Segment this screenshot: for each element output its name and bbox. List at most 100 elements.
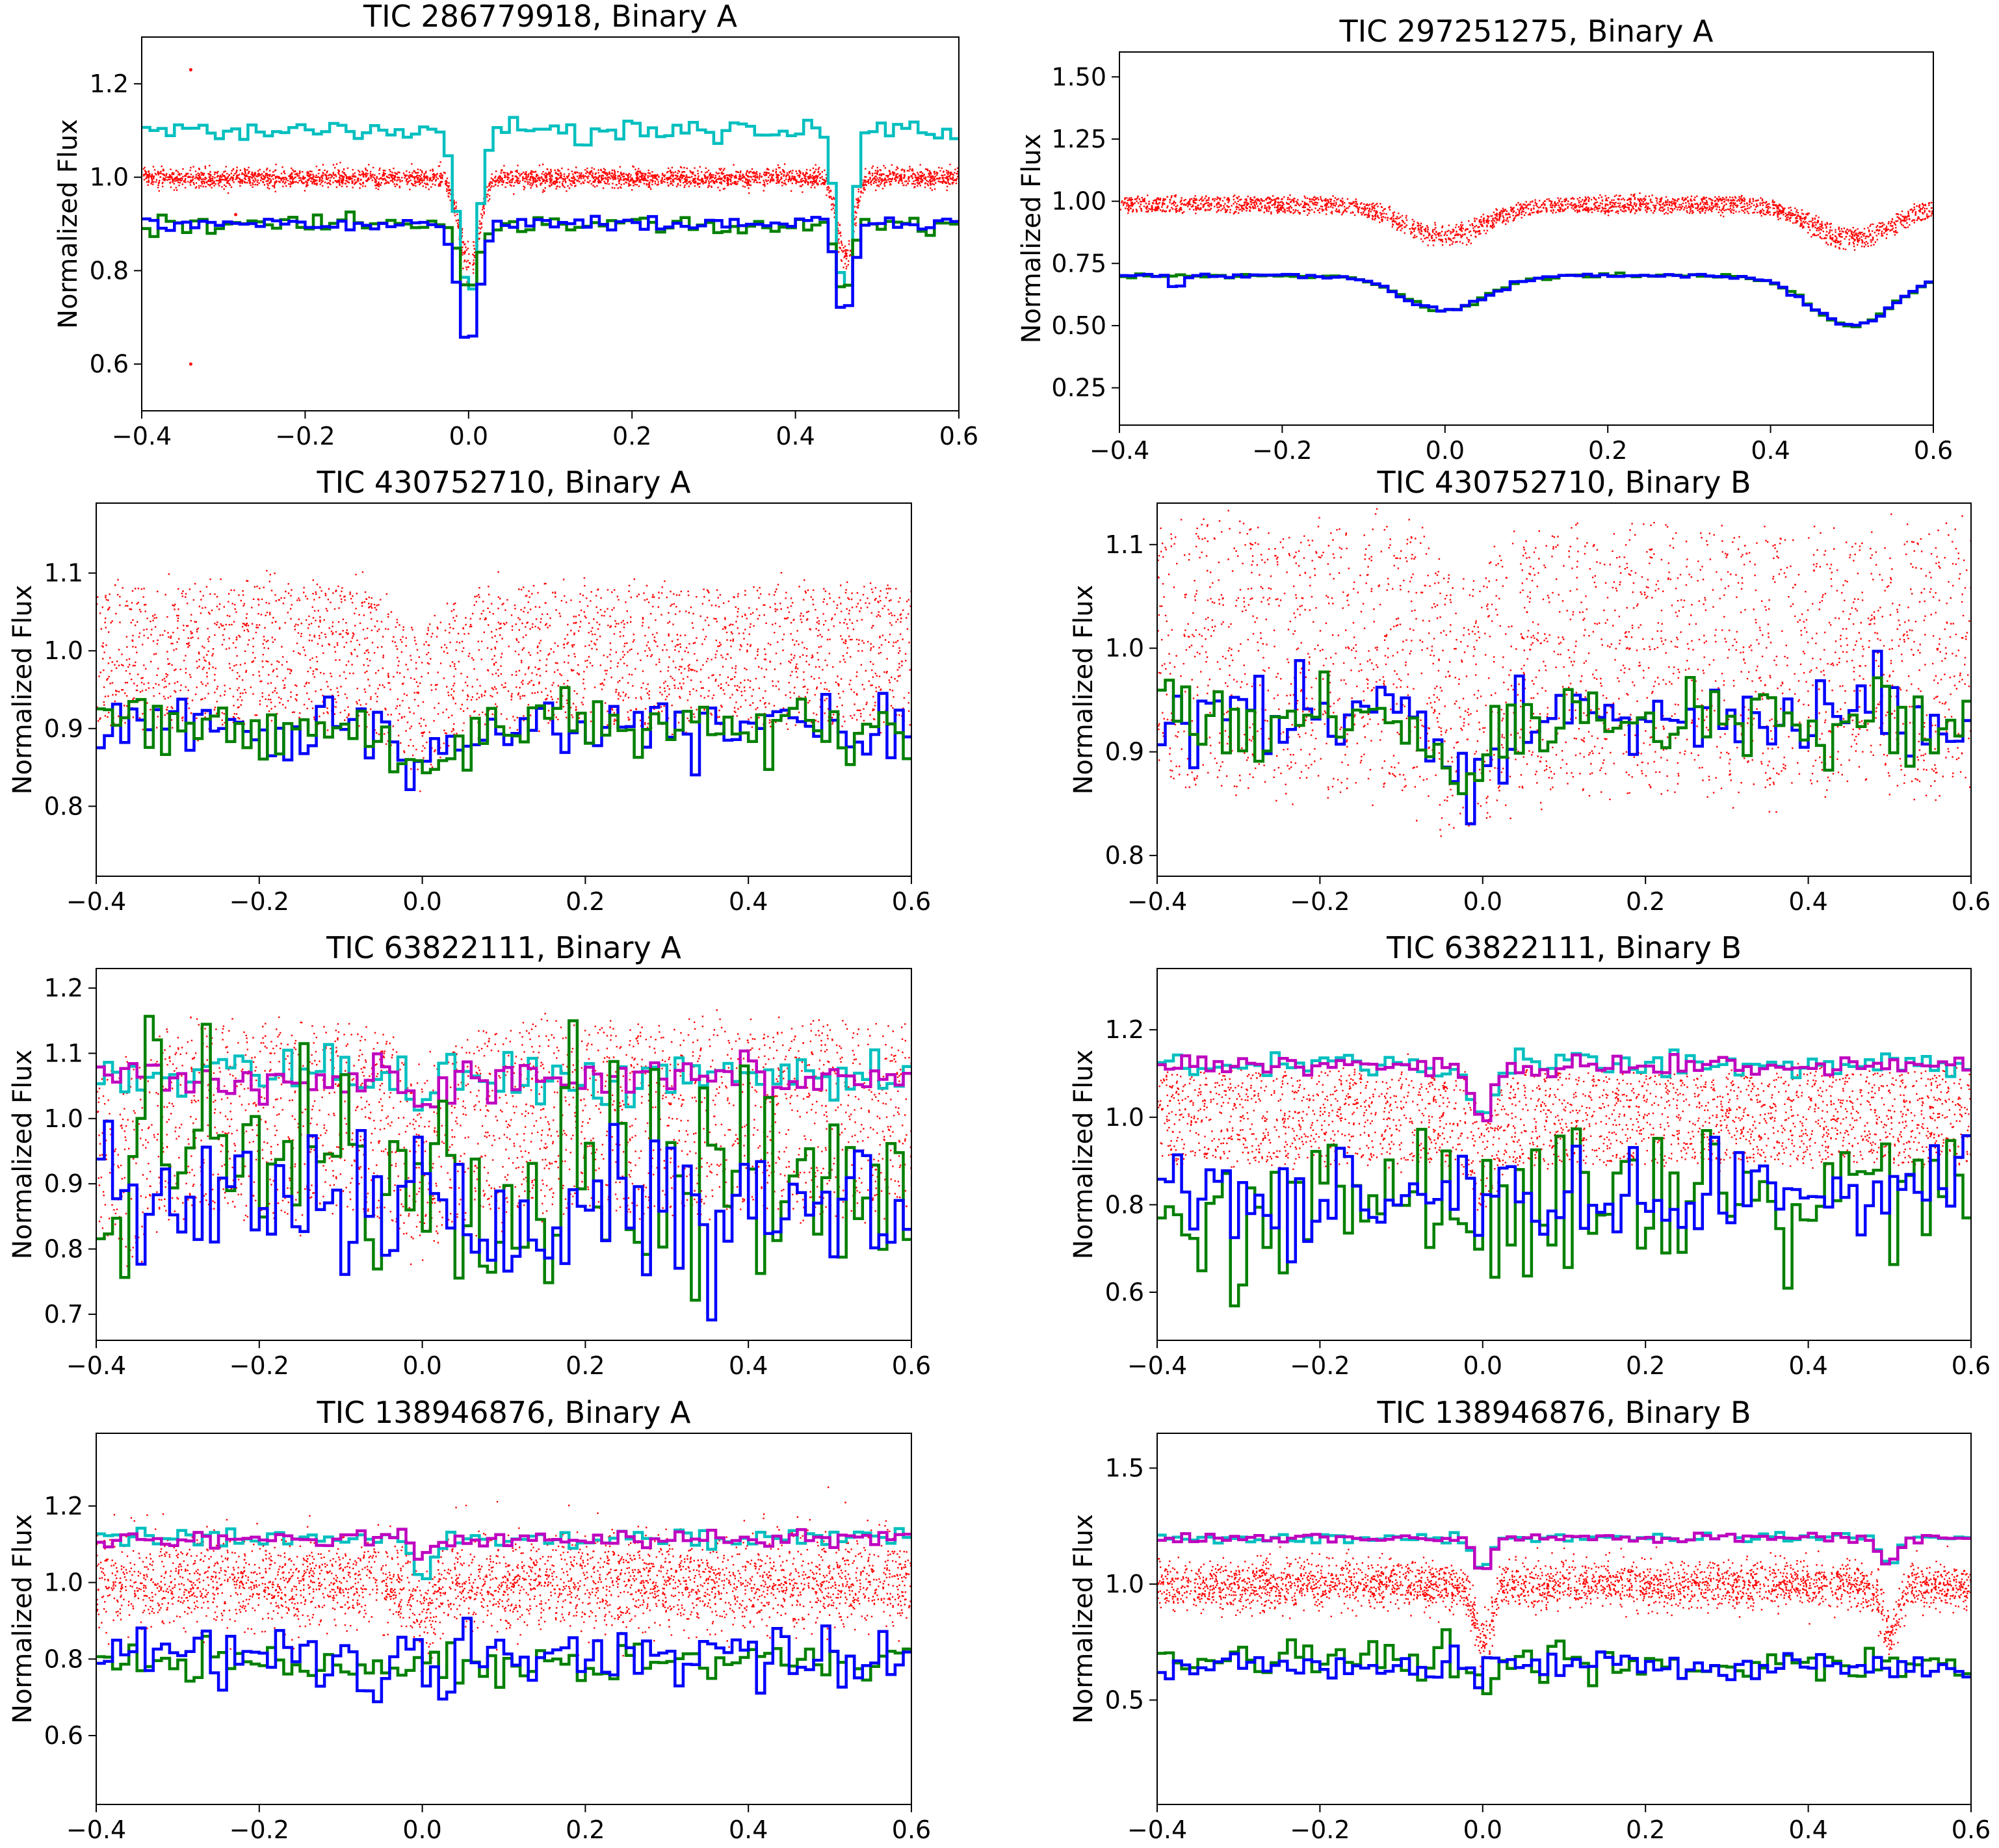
x-tick-label: −0.4 xyxy=(66,887,126,916)
x-tick-label: 0.0 xyxy=(1463,1815,1502,1844)
x-tick-label: −0.4 xyxy=(1127,1351,1187,1380)
y-tick-label: 0.8 xyxy=(44,1235,83,1264)
light-curve-figure: −0.4 −0.2 0.0 0.2 0.4 0.6 0.6 0.8 1.0 1.2 TIC 2867… xyxy=(0,0,1999,1848)
x-tick-label: 0.0 xyxy=(402,1815,441,1844)
x-tick-label: 0.2 xyxy=(566,1351,605,1380)
y-tick-label: 0.5 xyxy=(1105,1685,1144,1714)
y-tick-label: 1.0 xyxy=(1105,1103,1144,1132)
x-tick-label: −0.4 xyxy=(1127,887,1187,916)
y-axis-label: Normalized Flux xyxy=(8,585,38,795)
x-tick-label: 0.4 xyxy=(1751,436,1790,465)
y-tick-label: 1.0 xyxy=(44,636,83,665)
x-tick-label: 0.6 xyxy=(1952,1815,1991,1844)
x-tick-label: 0.6 xyxy=(1952,1351,1991,1380)
x-tick-label: −0.4 xyxy=(112,422,172,450)
x-tick-label: 0.6 xyxy=(892,1815,931,1844)
x-tick-label: −0.2 xyxy=(229,1351,289,1380)
x-tick-label: 0.2 xyxy=(566,1815,605,1844)
y-axis-label: Normalized Flux xyxy=(8,1050,38,1260)
panel-title: TIC 430752710, Binary B xyxy=(1376,465,1751,500)
x-tick-label: 0.4 xyxy=(729,1815,768,1844)
x-tick-label: 0.2 xyxy=(1626,1351,1665,1380)
y-tick-label: 0.8 xyxy=(1105,841,1144,870)
y-tick-label: 0.75 xyxy=(1051,249,1106,278)
y-axis-label: Normalized Flux xyxy=(1069,1050,1099,1260)
y-tick-label: 1.2 xyxy=(44,974,83,1002)
y-axis-label: Normalized Flux xyxy=(8,1514,38,1724)
panel-title: TIC 286779918, Binary A xyxy=(363,0,737,34)
y-axis-label: Normalized Flux xyxy=(1069,1514,1099,1724)
x-tick-label: −0.2 xyxy=(229,887,289,916)
y-tick-label: 1.1 xyxy=(1105,530,1144,559)
x-tick-label: −0.2 xyxy=(1290,1815,1350,1844)
x-tick-label: 0.6 xyxy=(892,1351,931,1380)
y-tick-label: 0.9 xyxy=(44,714,83,743)
outlier-point xyxy=(189,363,192,366)
y-tick-label: 0.8 xyxy=(44,792,83,820)
y-tick-label: 1.1 xyxy=(44,1039,83,1067)
x-tick-label: −0.4 xyxy=(66,1815,126,1844)
y-tick-label: 0.8 xyxy=(1105,1190,1144,1219)
x-tick-label: −0.4 xyxy=(1090,436,1149,465)
x-tick-label: 0.6 xyxy=(1914,436,1953,465)
x-tick-label: −0.2 xyxy=(1290,1351,1350,1380)
x-tick-label: −0.4 xyxy=(66,1351,126,1380)
x-tick-label: −0.4 xyxy=(1127,1815,1187,1844)
panel-title: TIC 63822111, Binary B xyxy=(1386,930,1742,965)
panel-title: TIC 63822111, Binary A xyxy=(326,930,681,965)
y-tick-label: 1.5 xyxy=(1105,1454,1144,1483)
x-tick-label: 0.0 xyxy=(1426,436,1465,465)
y-tick-label: 1.2 xyxy=(1105,1015,1144,1044)
y-tick-label: 1.25 xyxy=(1051,125,1106,153)
panel-title: TIC 138946876, Binary B xyxy=(1376,1395,1751,1430)
outlier-point xyxy=(234,213,237,216)
x-tick-label: 0.0 xyxy=(449,422,488,450)
y-axis-label: Normalized Flux xyxy=(1069,585,1099,795)
y-tick-label: 0.9 xyxy=(44,1169,83,1198)
y-axis-label: Normalized Flux xyxy=(53,119,83,329)
x-tick-label: 0.0 xyxy=(402,887,441,916)
y-tick-label: 0.8 xyxy=(44,1645,83,1673)
x-tick-label: 0.0 xyxy=(1463,887,1502,916)
y-tick-label: 0.6 xyxy=(90,350,129,378)
x-tick-label: 0.6 xyxy=(939,422,978,450)
y-tick-label: 1.2 xyxy=(90,70,129,98)
x-tick-label: 0.4 xyxy=(1788,1815,1827,1844)
x-tick-label: 0.4 xyxy=(776,422,815,450)
panel-title: TIC 138946876, Binary A xyxy=(317,1395,691,1430)
y-tick-label: 1.1 xyxy=(44,559,83,588)
y-tick-label: 0.6 xyxy=(1105,1278,1144,1307)
x-tick-label: 0.4 xyxy=(1788,887,1827,916)
panel-title: TIC 297251275, Binary A xyxy=(1339,14,1714,49)
x-tick-label: −0.2 xyxy=(275,422,335,450)
y-tick-label: 1.0 xyxy=(44,1568,83,1597)
y-tick-label: 0.50 xyxy=(1051,311,1106,340)
y-axis-label: Normalized Flux xyxy=(1017,134,1047,344)
x-tick-label: 0.2 xyxy=(1626,1815,1665,1844)
panel-title: TIC 430752710, Binary A xyxy=(317,465,691,500)
y-tick-label: 1.50 xyxy=(1051,62,1106,91)
x-tick-label: 0.2 xyxy=(612,422,651,450)
y-tick-label: 0.25 xyxy=(1051,374,1106,402)
y-tick-label: 0.6 xyxy=(44,1721,83,1750)
x-tick-label: 0.4 xyxy=(729,887,768,916)
x-tick-label: 0.0 xyxy=(1463,1351,1502,1380)
y-tick-label: 1.0 xyxy=(90,163,129,192)
y-tick-label: 0.9 xyxy=(1105,738,1144,766)
y-tick-label: 0.7 xyxy=(44,1300,83,1329)
x-tick-label: 0.2 xyxy=(1588,436,1627,465)
x-tick-label: 0.6 xyxy=(892,887,931,916)
x-tick-label: −0.2 xyxy=(1252,436,1312,465)
y-tick-label: 1.0 xyxy=(44,1104,83,1133)
x-tick-label: 0.6 xyxy=(1952,887,1991,916)
y-tick-label: 1.00 xyxy=(1051,187,1106,216)
y-tick-label: 1.0 xyxy=(1105,634,1144,662)
x-tick-label: 0.0 xyxy=(402,1351,441,1380)
x-tick-label: 0.4 xyxy=(729,1351,768,1380)
x-tick-label: 0.4 xyxy=(1788,1351,1827,1380)
x-tick-label: 0.2 xyxy=(1626,887,1665,916)
x-tick-label: −0.2 xyxy=(1290,887,1350,916)
x-tick-label: −0.2 xyxy=(229,1815,289,1844)
y-tick-label: 1.2 xyxy=(44,1492,83,1520)
outlier-point xyxy=(189,68,192,72)
